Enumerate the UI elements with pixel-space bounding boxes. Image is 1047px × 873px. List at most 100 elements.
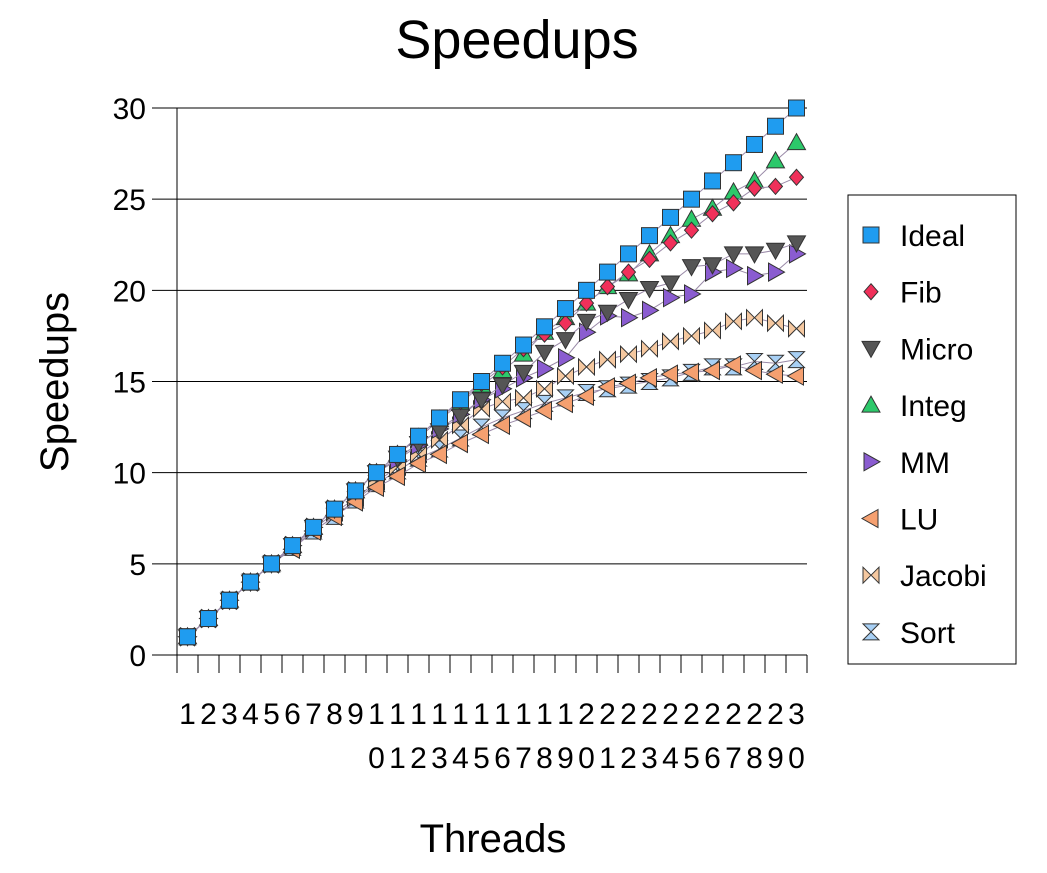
data-point-ideal [515,336,532,354]
legend-box [847,194,1017,665]
data-point-fib [557,314,574,332]
data-point-jacobi [494,392,511,411]
legend-item-lu: LU [860,504,938,537]
data-point-ideal [221,591,238,609]
legend-item-micro: Micro [861,333,973,366]
data-point-lu [702,360,720,381]
data-point-jacobi [599,350,616,369]
data-point-jacobi [620,344,637,364]
legend-marker-jacobi [862,565,880,585]
data-point-micro [639,281,660,299]
data-point-jacobi [746,308,763,327]
data-point-lu [639,367,657,388]
data-point-fib [578,294,595,312]
y-axis-label: Speedups [33,292,77,472]
legend-item-integ: Integ [861,390,967,423]
data-point-mm [768,262,786,282]
data-point-micro [534,344,555,363]
data-point-jacobi [536,379,553,399]
data-point-mm [642,300,660,321]
data-point-lu [513,408,531,428]
data-point-jacobi [557,366,574,386]
data-point-ideal [620,245,637,263]
data-point-mm [726,258,744,279]
data-point-lu [576,386,594,406]
data-point-ideal [389,445,406,463]
data-point-jacobi [767,313,784,333]
series-line-mm [187,253,797,638]
y-tick-label: 25 [113,184,146,217]
x-tick-label: 7 [305,698,322,731]
y-tick-label: 20 [113,275,146,308]
data-point-ideal [578,281,595,299]
data-point-fib [641,250,658,269]
data-point-lu [366,477,384,498]
data-point-ideal [347,482,364,500]
legend-label-fib: Fib [900,277,942,310]
data-point-integ [786,132,807,151]
data-point-jacobi [704,321,721,340]
data-point-fib [725,194,742,212]
legend-label-ideal: Ideal [900,220,965,253]
y-tick-label: 5 [129,549,146,582]
x-tick-label: 5 [263,698,280,731]
data-point-ideal [767,117,784,135]
legend-label-jacobi: Jacobi [900,560,987,593]
legend-marker-sort [861,623,881,641]
data-point-micro [765,242,786,261]
data-point-ideal [410,427,427,445]
data-point-jacobi [515,388,532,408]
data-point-ideal [473,373,490,390]
data-point-fib [620,263,637,281]
data-point-ideal [200,610,217,628]
y-tick-label: 0 [129,640,146,673]
y-tick-label: 30 [113,93,146,126]
y-tick-label: 15 [113,367,146,400]
data-point-fib [662,234,679,252]
data-point-micro [555,332,576,350]
data-point-ideal [788,99,805,117]
series-fib [179,168,805,646]
series-line-lu [187,364,797,638]
y-tick-label: 10 [113,458,146,491]
legend-label-mm: MM [900,447,950,480]
data-point-micro [702,257,723,275]
data-point-ideal [263,555,280,573]
data-point-micro [492,377,513,396]
data-point-fib [683,221,700,239]
data-point-sort [787,351,806,369]
data-point-micro [471,392,492,410]
axes [176,108,808,673]
legend-item-ideal: Ideal [862,220,965,253]
x-tick-label: 6 [284,698,301,731]
data-point-ideal [179,628,196,646]
series-sort [178,351,806,646]
x-tick-label: 2 [200,698,217,731]
data-point-ideal [704,172,721,190]
data-point-lu [765,364,783,385]
data-point-ideal [746,135,763,153]
data-point-fib [704,204,721,223]
data-point-ideal [683,190,700,208]
data-point-jacobi [788,319,805,338]
series-line-sort [187,359,797,638]
legend-item-mm: MM [863,447,950,480]
data-point-mm [747,265,765,286]
data-point-lu [387,466,405,487]
data-point-integ [765,150,786,169]
data-point-lu [408,453,426,474]
